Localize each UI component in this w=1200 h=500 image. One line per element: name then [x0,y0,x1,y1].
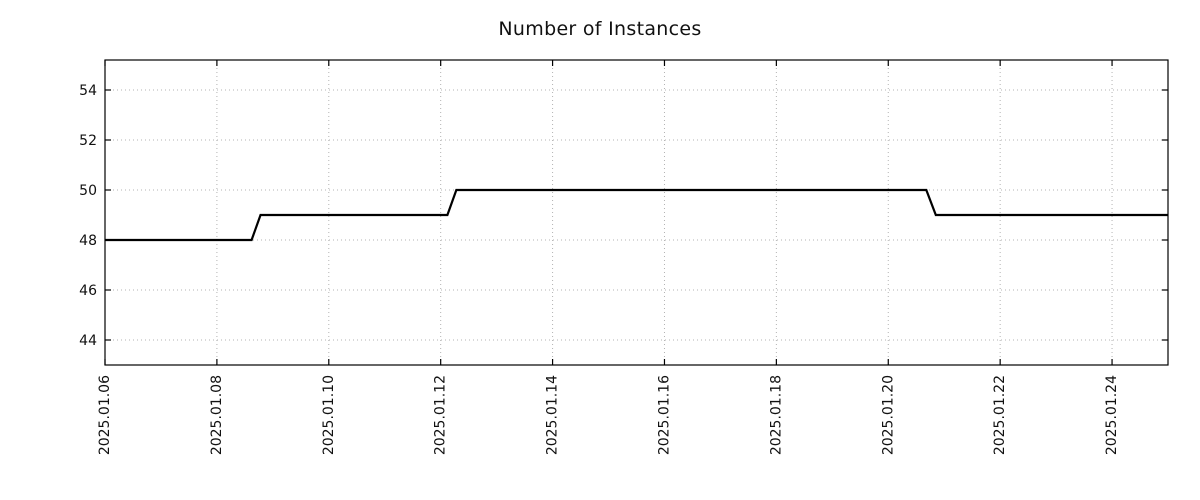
x-tick-label: 2025.01.22 [992,375,1008,455]
x-tick-label: 2025.01.10 [321,375,337,455]
y-tick-label: 48 [79,233,97,249]
y-tick-label: 50 [79,183,97,199]
x-tick-label: 2025.01.12 [433,375,449,455]
y-tick-label: 44 [79,333,97,349]
x-tick-label: 2025.01.06 [97,375,113,455]
x-tick-label: 2025.01.08 [209,375,225,455]
chart-title: Number of Instances [498,18,702,40]
data-line [105,188,1168,242]
plot-border [104,59,1169,366]
x-tick-label: 2025.01.24 [1104,375,1120,455]
y-tick-label: 54 [79,83,97,99]
x-tick-label: 2025.01.18 [768,375,784,455]
y-tick-label: 46 [79,283,97,299]
x-tick-label: 2025.01.16 [656,375,672,455]
x-tick-label: 2025.01.14 [545,375,561,455]
x-tick-label: 2025.01.20 [880,375,896,455]
y-tick-label: 52 [79,133,97,149]
